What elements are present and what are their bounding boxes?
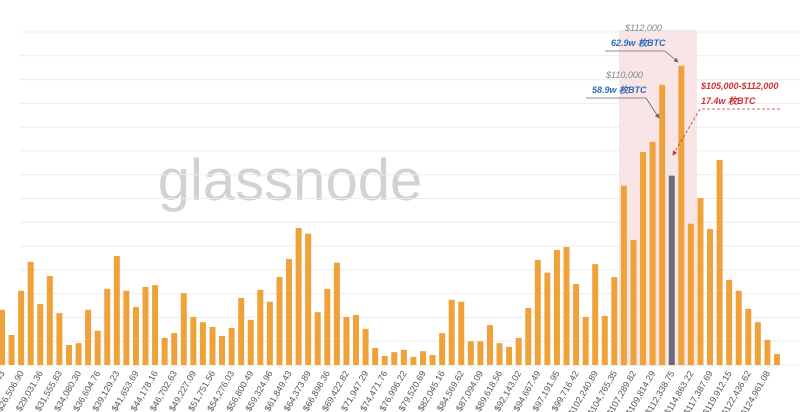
bar xyxy=(104,288,111,365)
bar xyxy=(209,326,216,365)
bar xyxy=(439,333,446,365)
bar xyxy=(659,84,666,365)
bar xyxy=(592,264,599,365)
bar xyxy=(506,346,513,365)
bar xyxy=(467,341,474,365)
bar xyxy=(190,316,197,365)
bar xyxy=(56,313,63,365)
annotation-amount: 62.9w 枚BTC xyxy=(611,38,666,48)
bar xyxy=(219,335,226,365)
bar xyxy=(324,288,331,365)
bar xyxy=(65,345,72,365)
bar xyxy=(582,316,589,365)
bar xyxy=(381,355,388,365)
bar xyxy=(18,290,25,365)
bar xyxy=(75,343,82,365)
annotation-arrow xyxy=(645,97,660,119)
bar xyxy=(620,185,627,365)
bar xyxy=(668,175,675,365)
bar xyxy=(123,290,130,365)
bar xyxy=(85,309,92,365)
bar xyxy=(295,227,302,365)
bar xyxy=(161,337,168,365)
watermark: glassnode xyxy=(158,148,422,213)
bar xyxy=(563,247,570,365)
bar xyxy=(27,261,34,365)
bar xyxy=(113,256,120,365)
bar xyxy=(448,299,455,365)
bar xyxy=(266,301,273,365)
bar xyxy=(238,297,245,365)
bar xyxy=(678,65,685,366)
bar xyxy=(429,355,436,365)
bar xyxy=(544,272,551,365)
bar xyxy=(745,308,752,365)
bar xyxy=(553,249,560,365)
annotation-arrow xyxy=(672,108,701,156)
bar xyxy=(496,343,503,365)
bar xyxy=(400,349,407,365)
bar xyxy=(247,319,254,365)
bar xyxy=(286,258,293,365)
bar xyxy=(534,259,541,365)
bar xyxy=(8,335,15,365)
bar xyxy=(707,228,714,365)
bar xyxy=(257,289,264,365)
bar xyxy=(343,316,350,365)
bar xyxy=(726,279,733,365)
bar xyxy=(687,223,694,365)
bar xyxy=(774,354,780,365)
annotation-price: $110,000 xyxy=(605,70,643,80)
bar xyxy=(132,306,139,365)
bar xyxy=(486,325,493,365)
bar xyxy=(525,307,532,365)
annotation-amount: 58.9w 枚BTC xyxy=(592,85,647,95)
bar xyxy=(171,333,178,365)
bar xyxy=(180,293,187,365)
annotation-arrow xyxy=(664,50,679,63)
bar xyxy=(716,159,723,365)
bar xyxy=(458,301,465,365)
bar xyxy=(477,341,484,365)
bar xyxy=(0,309,5,365)
bar xyxy=(754,322,761,365)
annotation-price: $112,000 xyxy=(624,23,662,33)
annotation-amount: 17.4w 枚BTC xyxy=(701,96,756,106)
bar xyxy=(573,284,580,365)
bar xyxy=(601,316,608,365)
bar xyxy=(142,286,149,365)
bar xyxy=(410,356,417,365)
bar xyxy=(419,351,426,365)
bar xyxy=(46,276,53,365)
bar xyxy=(630,239,637,365)
bar xyxy=(515,337,522,365)
bar xyxy=(611,276,618,365)
bar xyxy=(94,330,101,365)
bar xyxy=(305,233,312,365)
annotations: $112,000 62.9w 枚BTC $110,000 58.9w 枚BTC … xyxy=(586,23,780,156)
bar xyxy=(353,315,360,365)
bar xyxy=(314,312,321,365)
bar xyxy=(333,262,340,365)
bar xyxy=(391,352,398,365)
bar xyxy=(764,339,771,365)
bar xyxy=(152,285,159,365)
bar xyxy=(735,290,742,365)
bar xyxy=(649,141,656,365)
annotation-price: $105,000-$112,000 xyxy=(700,81,778,91)
bar xyxy=(37,304,44,365)
bar xyxy=(372,347,379,365)
bar xyxy=(276,276,283,365)
bar xyxy=(362,328,369,365)
bar xyxy=(640,151,647,365)
bar xyxy=(697,198,704,365)
bar xyxy=(228,327,235,365)
bar xyxy=(199,322,206,365)
